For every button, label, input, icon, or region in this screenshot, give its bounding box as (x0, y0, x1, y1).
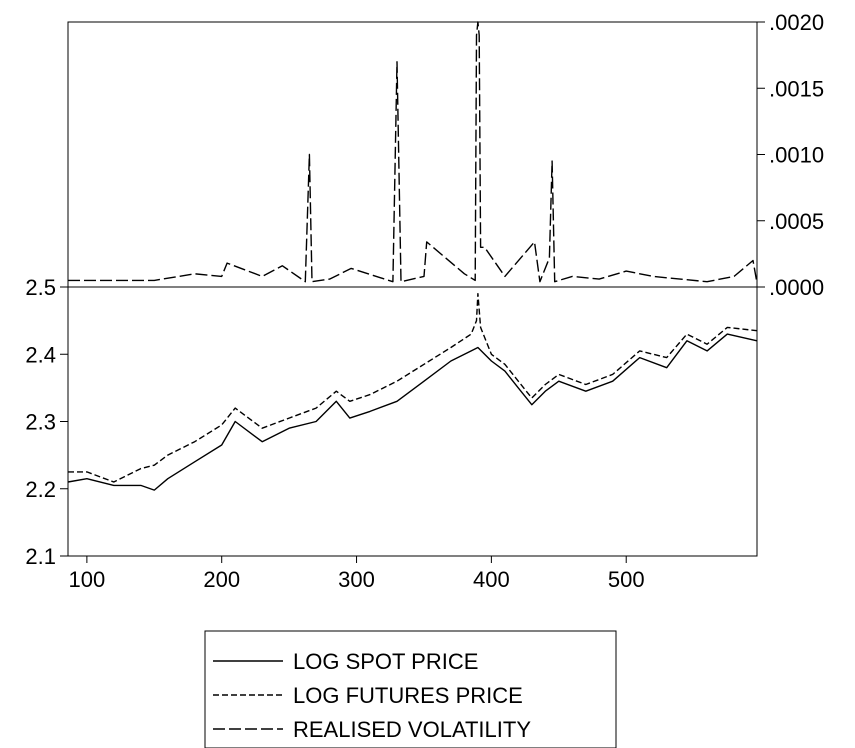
volatility-y-tick-label: .0000 (769, 275, 824, 300)
price-y-tick-label: 2.1 (25, 544, 56, 569)
x-tick-label: 300 (338, 567, 375, 592)
x-tick-label: 500 (608, 567, 645, 592)
x-tick-label: 200 (203, 567, 240, 592)
price-panel: 2.1 2.2 2.3 2.4 2.5 (25, 275, 758, 569)
legend-label: LOG SPOT PRICE (293, 649, 478, 674)
price-y-tick-label: 2.2 (25, 477, 56, 502)
price-y-tick-label: 2.3 (25, 410, 56, 435)
legend-box (204, 630, 617, 748)
x-axis: 100 200 300 400 500 (69, 556, 645, 592)
log-spot-price-line (67, 333, 758, 491)
volatility-y-tick-label: .0010 (769, 143, 824, 168)
x-tick-label: 400 (473, 567, 510, 592)
legend-label: LOG FUTURES PRICE (293, 683, 523, 708)
log-futures-price-line (68, 293, 758, 483)
volatility-y-tick-label: .0020 (769, 10, 824, 35)
volatility-y-tick-label: .0005 (769, 209, 824, 234)
price-y-tick-label: 2.4 (25, 342, 56, 367)
volatility-panel: .0000 .0005 .0010 .0015 .0020 (67, 10, 824, 300)
volatility-panel-frame (67, 21, 758, 288)
legend-label: REALISED VOLATILITY (293, 717, 531, 742)
price-panel-frame (67, 286, 758, 557)
volatility-y-tick-label: .0015 (769, 76, 824, 101)
legend: LOG SPOT PRICE LOG FUTURES PRICE REALISED … (204, 630, 617, 748)
realised-volatility-line (68, 21, 758, 284)
x-tick-label: 100 (69, 567, 106, 592)
price-y-tick-label: 2.5 (25, 275, 56, 300)
